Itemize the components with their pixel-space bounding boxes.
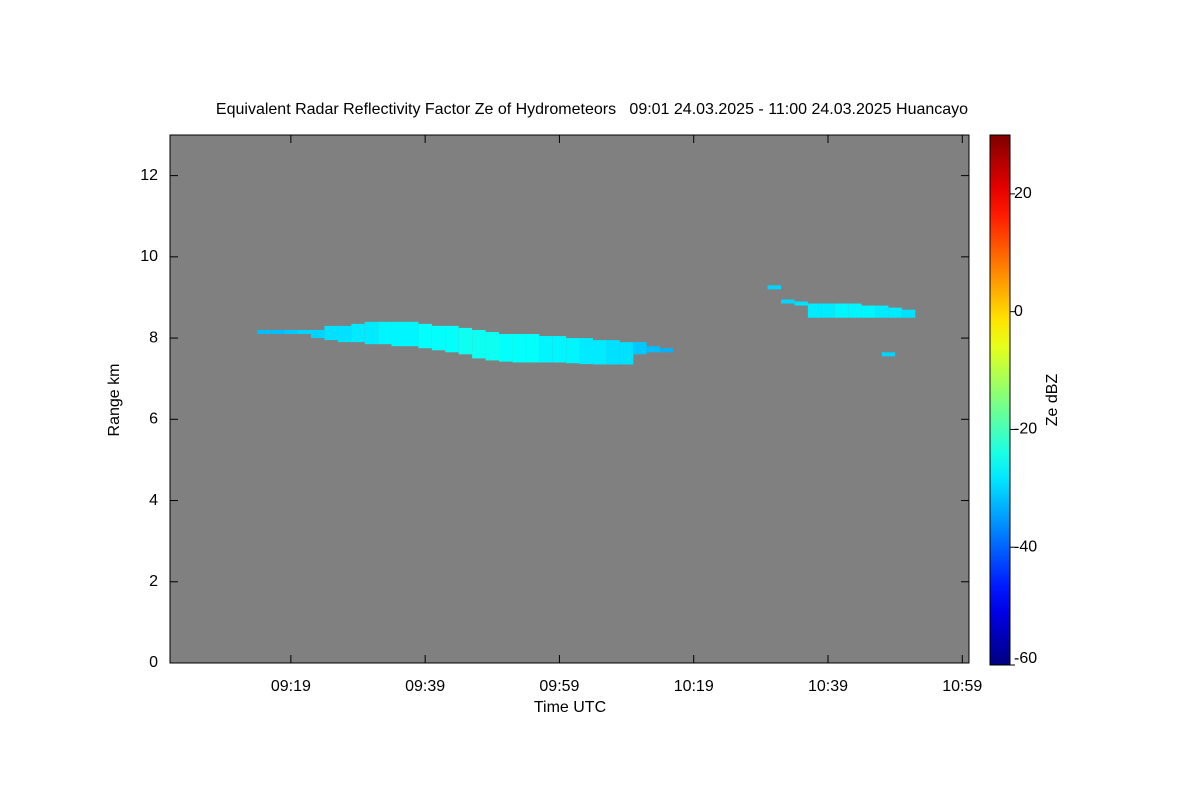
- echo-cell: [512, 334, 526, 363]
- echo-cell: [767, 285, 781, 290]
- colorbar-tick-label: -20: [1014, 421, 1037, 438]
- echo-cell: [257, 329, 271, 335]
- echo-cell: [633, 342, 647, 355]
- x-tick-label: 09:39: [405, 678, 445, 695]
- echo-cell: [270, 329, 285, 335]
- echo-cell: [848, 303, 862, 318]
- x-tick-label: 10:39: [808, 678, 848, 695]
- echo-cell: [579, 338, 593, 365]
- colorbar-tick-label: -60: [1014, 650, 1037, 667]
- echo-cell: [431, 325, 446, 351]
- echo-cell: [606, 340, 620, 365]
- colorbar: [989, 134, 1011, 666]
- echo-cell: [660, 348, 674, 353]
- y-tick-label: 10: [140, 248, 158, 265]
- echo-cell: [351, 323, 365, 343]
- echo-cell: [593, 340, 607, 365]
- echo-cell: [445, 325, 459, 353]
- x-tick-label: 09:19: [271, 678, 311, 695]
- echo-cell: [485, 331, 499, 361]
- x-tick-label: 10:19: [674, 678, 714, 695]
- x-tick-label: 10:59: [942, 678, 982, 695]
- echo-cell: [619, 342, 634, 365]
- colorbar-label: Ze dBZ: [1044, 374, 1061, 427]
- y-axis-label: Range km: [106, 364, 123, 437]
- echo-cell: [378, 321, 392, 345]
- echo-cell: [525, 334, 540, 363]
- echo-cell: [391, 321, 405, 347]
- y-tick-label: 0: [149, 654, 158, 671]
- echo-cell: [364, 321, 379, 345]
- echo-cell: [405, 321, 419, 347]
- echo-cell: [337, 325, 352, 343]
- echo-cell: [284, 329, 298, 335]
- chart-title: Equivalent Radar Reflectivity Factor Ze …: [216, 101, 968, 118]
- echo-cell: [472, 329, 486, 359]
- colorbar-tick-label: 20: [1014, 185, 1032, 202]
- echo-cell: [539, 336, 553, 363]
- echo-cell: [875, 305, 889, 318]
- plot-area: [169, 134, 970, 664]
- echo-cell: [499, 334, 513, 362]
- x-tick-label: 09:59: [539, 678, 579, 695]
- echo-cell: [311, 329, 325, 339]
- echo-cell: [458, 327, 473, 355]
- echo-cell: [646, 346, 661, 353]
- y-tick-label: 8: [149, 329, 158, 346]
- echo-cell: [888, 307, 902, 318]
- echo-cell: [901, 309, 916, 318]
- echo-cell: [861, 305, 875, 318]
- echo-cell: [881, 352, 896, 357]
- echo-cell: [781, 299, 795, 304]
- x-axis-label: Time UTC: [534, 699, 606, 716]
- echo-cell: [418, 323, 432, 349]
- y-tick-label: 6: [149, 411, 158, 428]
- echo-cell: [834, 303, 849, 318]
- echo-cell: [566, 338, 580, 364]
- echo-cell: [821, 303, 835, 318]
- y-tick-label: 4: [149, 492, 158, 509]
- y-tick-label: 2: [149, 573, 158, 590]
- echo-cell: [794, 301, 808, 306]
- echo-cell: [297, 329, 311, 335]
- colorbar-tick-label: -40: [1014, 538, 1037, 555]
- echo-cell: [807, 303, 822, 318]
- echo-cell: [552, 336, 567, 363]
- y-tick-label: 12: [140, 167, 158, 184]
- echo-cell: [324, 325, 338, 341]
- colorbar-tick-label: 0: [1014, 303, 1023, 320]
